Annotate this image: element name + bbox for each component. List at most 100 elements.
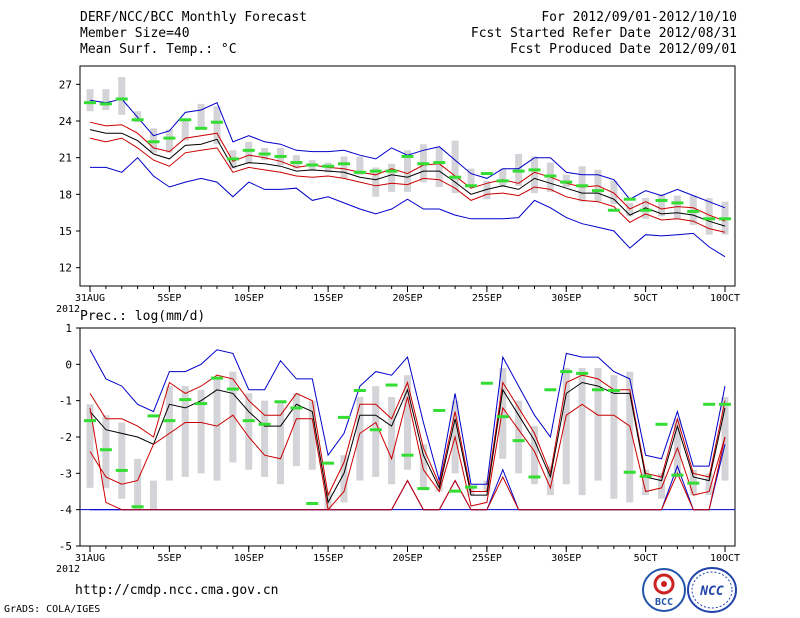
prec-box-30: [562, 367, 570, 485]
prec-ytick-label-3: -2: [59, 431, 72, 444]
prec-xtick-label-7: 5OCT: [634, 553, 658, 564]
prec-box-3: [134, 458, 142, 510]
prec-xtick-label-5: 25SEP: [472, 553, 502, 564]
prec-box-25: [483, 480, 491, 492]
temp-xtick-label-8: 10OCT: [710, 293, 740, 304]
prec-box-2: [118, 422, 126, 499]
prec-box-11: [261, 400, 269, 477]
prec-box-34: [626, 371, 634, 503]
header-start-date: Fcst Started Refer Date 2012/08/31: [470, 26, 737, 41]
header-left: DERF/NCC/BCC Monthly Forecast Member Siz…: [80, 10, 307, 58]
prec-box-0: [86, 404, 94, 488]
temp-box-26: [499, 168, 507, 187]
prec-line-max: [89, 349, 726, 485]
prec-xtick-label-3: 15SEP: [313, 553, 343, 564]
prec-xtick-label-8: 10OCT: [710, 553, 740, 564]
temp-line-upper: [89, 121, 726, 222]
temp-box-37: [673, 195, 681, 219]
prec-box-35: [642, 469, 650, 496]
header-period: For 2012/09/01-2012/10/10: [541, 10, 737, 25]
prec-line-lower: [89, 396, 726, 511]
temp-box-20: [404, 150, 411, 192]
prec-title: Prec.: log(mm/d): [80, 309, 205, 324]
prec-box-1: [102, 415, 110, 488]
prec-box-27: [515, 400, 523, 474]
temp-year-label: 2012: [56, 304, 80, 315]
temp-xtick-label-6: 30SEP: [551, 293, 581, 304]
temp-ytick-label-3: 21: [59, 152, 72, 165]
temp-line-min: [90, 156, 726, 258]
temp-box-28: [531, 156, 538, 194]
temp-box-18: [372, 167, 380, 197]
temp-box-36: [658, 194, 665, 217]
temp-xtick-label-3: 15SEP: [313, 293, 343, 304]
prec-ytick-label-6: 1: [65, 322, 72, 335]
prec-line-lower_min: [89, 407, 726, 511]
temp-xtick-label-1: 5SEP: [157, 293, 181, 304]
temp-box-31: [578, 166, 586, 202]
temp-xtick-label-5: 25SEP: [472, 293, 502, 304]
temp-xtick-label-7: 5OCT: [634, 293, 658, 304]
header-produced-date: Fcst Produced Date 2012/09/01: [510, 42, 737, 57]
prec-year-label: 2012: [56, 564, 80, 575]
prec-box-21: [419, 444, 427, 488]
prec-box-29: [546, 466, 554, 496]
prec-xtick-label-1: 5SEP: [157, 553, 181, 564]
prec-box-6: [181, 386, 189, 477]
prec-box-39: [705, 473, 713, 496]
temp-box-39: [705, 198, 713, 235]
prec-box-9: [229, 371, 237, 463]
temp-ytick-label-2: 18: [59, 188, 72, 201]
temp-xtick-label-0: 31AUG: [75, 293, 105, 304]
prec-box-19: [388, 397, 396, 485]
prec-box-32: [594, 367, 602, 481]
temp-box-8: [213, 106, 221, 145]
temp-box-35: [642, 198, 650, 219]
temp-box-17: [356, 156, 364, 175]
temp-box-1: [102, 89, 110, 110]
footer-credit: GrADS: COLA/IGES: [4, 604, 101, 615]
temp-xtick-label-2: 10SEP: [234, 293, 264, 304]
temp-ytick-label-4: 24: [59, 115, 73, 128]
prec-box-31: [578, 367, 586, 496]
temp-box-6: [181, 118, 189, 141]
temp-xtick-label-4: 20SEP: [392, 293, 422, 304]
temp-box-5: [165, 129, 173, 153]
temp-box-10: [245, 141, 253, 164]
prec-box-20: [404, 375, 411, 470]
header-member-size: Member Size=40: [80, 26, 190, 41]
footer-url[interactable]: http://cmdp.ncc.cma.gov.cn: [75, 583, 279, 598]
prec-xtick-label-6: 30SEP: [551, 553, 581, 564]
bcc-logo: BCC: [642, 568, 686, 612]
prec-ytick-label-5: 0: [65, 358, 72, 371]
prec-box-28: [531, 426, 538, 485]
prec-box-26: [499, 367, 507, 459]
temp-line-lower: [89, 137, 726, 233]
bcc-logo-text: BCC: [655, 597, 673, 608]
prec-box-17: [356, 397, 364, 481]
prec-box-14: [308, 400, 316, 470]
prec-box-13: [292, 393, 300, 467]
temp-box-33: [610, 180, 618, 205]
prec-ytick-label-0: -5: [59, 540, 72, 553]
temp-box-24: [467, 168, 475, 187]
header-title: DERF/NCC/BCC Monthly Forecast: [80, 10, 307, 25]
prec-ytick-label-1: -4: [59, 504, 73, 517]
ncc-logo-text: NCC: [699, 584, 724, 599]
temp-line-mean: [89, 129, 726, 227]
ncc-logo: NCC: [687, 567, 737, 613]
prec-ytick-label-2: -3: [59, 467, 72, 480]
prec-box-8: [213, 378, 221, 481]
prec-xtick-label-4: 20SEP: [392, 553, 422, 564]
prec-box-4: [150, 480, 157, 510]
temp-ytick-label-1: 15: [59, 225, 72, 238]
prec-box-10: [245, 393, 253, 470]
prec-ytick-label-4: -1: [59, 395, 72, 408]
header-right: For 2012/09/01-2012/10/10 Fcst Started R…: [471, 10, 737, 58]
temp-box-34: [626, 202, 634, 217]
temp-box-23: [451, 140, 459, 194]
prec-box-12: [277, 400, 284, 485]
prec-box-16: [340, 455, 348, 503]
temp-box-22: [435, 147, 443, 187]
